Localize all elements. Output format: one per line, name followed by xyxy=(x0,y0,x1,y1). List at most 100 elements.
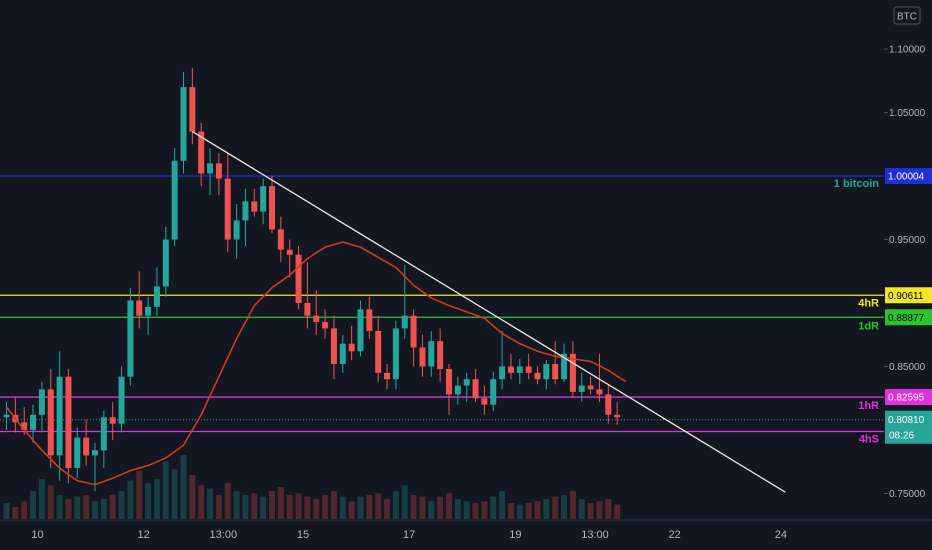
candle-body xyxy=(490,379,497,405)
volume-bar xyxy=(375,493,382,519)
candle-body xyxy=(251,201,258,212)
candle-body xyxy=(507,366,514,373)
volume-bar xyxy=(605,499,612,519)
volume-bar xyxy=(437,496,444,519)
candle-body xyxy=(366,309,373,331)
volume-bar xyxy=(109,495,116,519)
candle-body xyxy=(189,87,196,132)
candle-body xyxy=(242,201,249,221)
horizontal-levels xyxy=(0,175,884,433)
price-badge-text: 0.90611 xyxy=(888,291,924,302)
level-label-blue: 1 bitcoin xyxy=(834,178,880,190)
price-badge-blue xyxy=(885,167,932,184)
volume-bar xyxy=(419,496,426,519)
candle-body xyxy=(127,300,134,377)
volume-bar xyxy=(12,507,19,519)
candle-body xyxy=(339,343,346,364)
level-label-magenta-upper: 1hR xyxy=(858,400,879,412)
volume-bar xyxy=(507,503,514,519)
volume-bar xyxy=(127,480,134,519)
moving-average xyxy=(5,241,627,486)
candle-body xyxy=(543,363,550,380)
candle-body xyxy=(578,385,585,392)
candle-body xyxy=(463,379,470,386)
candle-body xyxy=(153,286,160,307)
candle-body xyxy=(428,341,435,367)
candle-body xyxy=(348,343,355,352)
volume-bar xyxy=(313,499,320,519)
current-price-badge-text: 0.80810 xyxy=(888,415,925,426)
volume-bar xyxy=(47,485,54,519)
price-tick-label: 0.85000 xyxy=(889,362,926,373)
price-tick-label: 0.95000 xyxy=(889,235,926,246)
volume-bar xyxy=(224,483,231,519)
currency-badge-text: BTC xyxy=(897,12,917,23)
price-badge-green xyxy=(885,309,932,326)
volume-bar xyxy=(65,499,72,519)
candle-body xyxy=(605,394,612,415)
volume-bar xyxy=(614,504,621,519)
volume-bar xyxy=(171,469,178,519)
price-axis-ticks: 1.10000 1.05000 0.95000 0.85000 0.75000 xyxy=(884,45,926,500)
candle-body xyxy=(145,306,152,316)
candle-body xyxy=(614,414,621,418)
time-axis-ticks[interactable]: 10 12 13:00 15 17 19 13:00 22 24 xyxy=(31,529,787,541)
volume-bar xyxy=(543,499,550,519)
candle-body xyxy=(561,353,568,380)
candle-body xyxy=(357,309,364,352)
currency-badge[interactable]: BTC xyxy=(893,6,921,25)
candle-body xyxy=(499,366,506,380)
candle-body xyxy=(65,376,72,469)
volume-bar xyxy=(348,501,355,519)
candle-body xyxy=(233,220,240,240)
candle-body xyxy=(330,328,337,364)
volume-bar xyxy=(596,501,603,519)
candle-body xyxy=(136,300,143,316)
volume-bar xyxy=(251,493,258,519)
candle-body xyxy=(162,239,169,287)
time-tick-label: 10 xyxy=(31,529,43,541)
trendline xyxy=(192,131,786,493)
time-tick-label: 24 xyxy=(775,529,787,541)
candle-body xyxy=(277,229,284,250)
volume-bar xyxy=(366,495,373,519)
volume-bar xyxy=(30,491,37,519)
level-label-yellow: 4hR xyxy=(858,297,879,309)
volume-bar xyxy=(384,499,391,519)
candle-body xyxy=(410,315,417,348)
volume-bar xyxy=(569,491,576,519)
candlesticks xyxy=(3,68,621,491)
price-badge-text: 0.88877 xyxy=(888,313,925,324)
volume-bar xyxy=(83,495,90,519)
candle-body xyxy=(446,369,452,395)
volume-bar xyxy=(392,491,399,519)
price-tick-label: 1.10000 xyxy=(889,45,926,56)
volume-bar xyxy=(428,501,435,519)
volume-bar xyxy=(561,495,568,519)
level-label-magenta-lower: 4hS xyxy=(859,434,879,446)
volume-bar xyxy=(162,461,169,519)
volume-bar xyxy=(260,496,267,519)
price-tick-label: 0.75000 xyxy=(889,489,926,500)
volume-bar xyxy=(552,496,559,519)
candle-body xyxy=(295,254,302,304)
candle-body xyxy=(525,366,532,373)
candle-body xyxy=(419,347,426,367)
candle-body xyxy=(56,376,63,456)
candle-body xyxy=(260,186,267,212)
candle-body xyxy=(30,414,37,430)
price-badge-text: 1.00004 xyxy=(888,171,925,182)
countdown-text: 08:26 xyxy=(889,431,914,442)
candle-body xyxy=(21,422,28,430)
volume-bar xyxy=(198,485,205,519)
volume-bar xyxy=(454,499,461,519)
volume-bar xyxy=(136,471,143,519)
current-price-badge xyxy=(885,410,932,444)
candle-body xyxy=(118,376,125,424)
volume-bar xyxy=(446,493,452,519)
time-tick-label: 17 xyxy=(403,529,415,541)
time-tick-label: 22 xyxy=(669,529,681,541)
level-label-green: 1dR xyxy=(858,320,879,332)
volume-bar xyxy=(490,496,497,519)
